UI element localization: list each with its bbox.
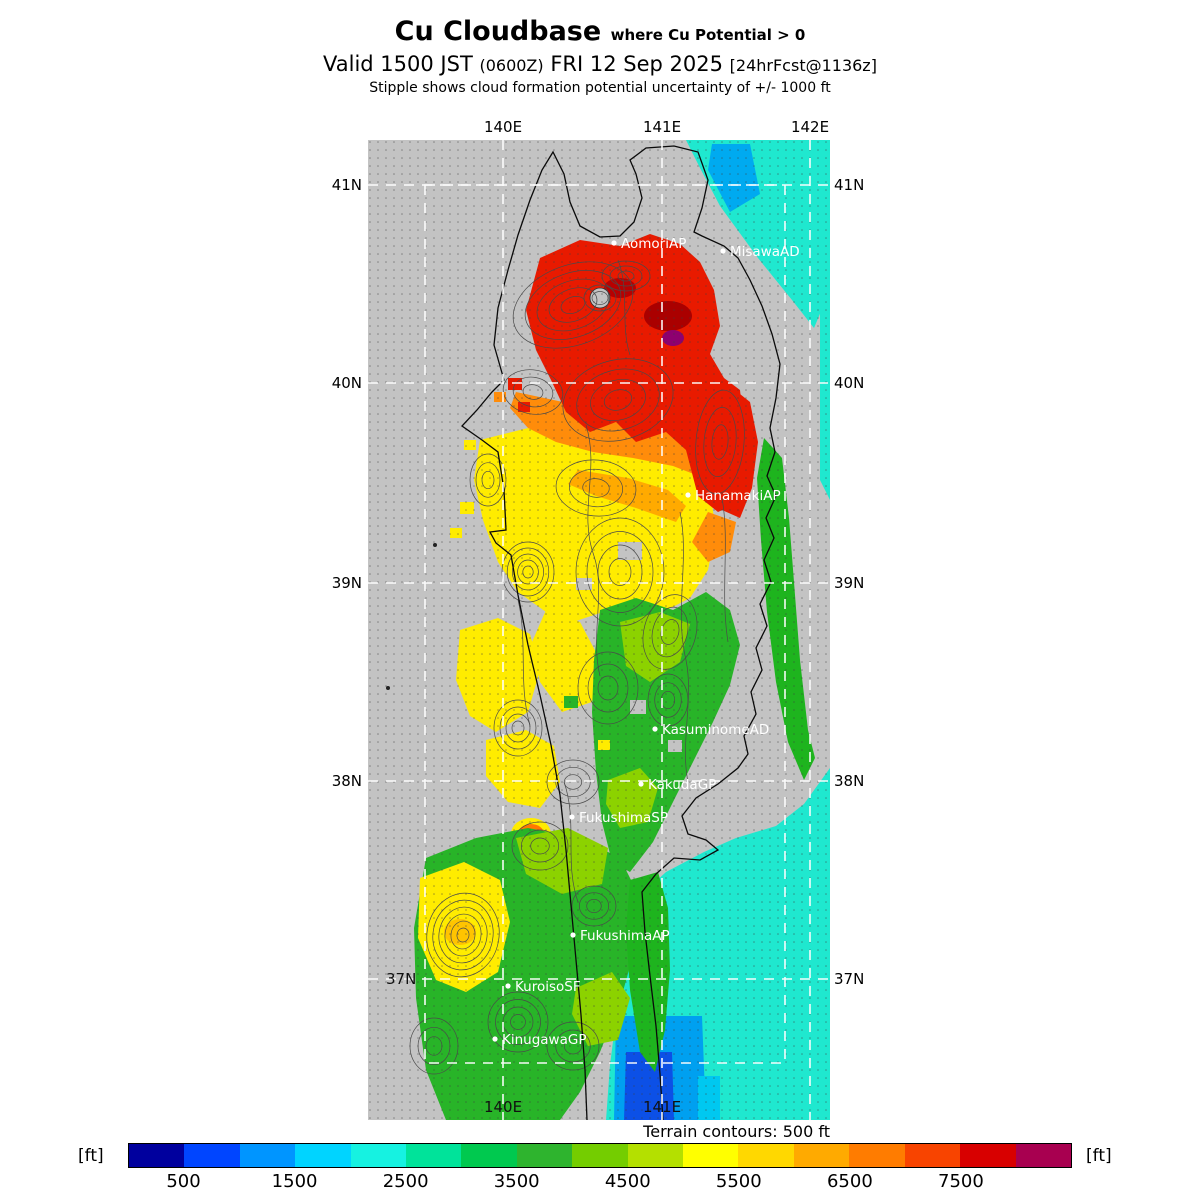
station-MisawaAD: MisawaAD bbox=[720, 244, 800, 260]
valid-zulu: (0600Z) bbox=[479, 56, 544, 76]
stipple-overlay bbox=[368, 140, 830, 1120]
colorbar-segment-5 bbox=[406, 1144, 462, 1167]
colorbar-segment-14 bbox=[904, 1144, 961, 1167]
colorbar-segment-0 bbox=[129, 1144, 185, 1167]
lat-label-left-39N: 39N bbox=[331, 574, 362, 592]
colorbar-segment-12 bbox=[793, 1144, 850, 1167]
lat-label-right-39N: 39N bbox=[834, 574, 865, 592]
lat-label-inside-37N: 37N bbox=[386, 970, 416, 988]
lat-label-left-38N: 38N bbox=[331, 772, 362, 790]
station-label: KuroisoSF bbox=[515, 979, 581, 995]
colorbar-segment-6 bbox=[461, 1144, 517, 1167]
valid-date: FRI 12 Sep 2025 bbox=[550, 52, 723, 77]
colorbar-segment-11 bbox=[738, 1144, 794, 1167]
lat-label-right-41N: 41N bbox=[834, 176, 865, 194]
stipple-note: Stipple shows cloud formation potential … bbox=[369, 80, 831, 97]
colorbar-unit-right: [ft] bbox=[1086, 1146, 1112, 1166]
station-label: FukushimaSP bbox=[579, 810, 668, 826]
colorbar-segment-15 bbox=[960, 1144, 1016, 1167]
page-title: Cu Cloudbase where Cu Potential > 0 bbox=[0, 16, 1200, 47]
colorbar-segment-2 bbox=[239, 1144, 296, 1167]
station-FukushimaAP: FukushimaAP bbox=[570, 928, 670, 944]
lat-label-left-40N: 40N bbox=[331, 374, 362, 392]
colorbar-segment-8 bbox=[572, 1144, 628, 1167]
colorbar-segment-3 bbox=[295, 1144, 351, 1167]
station-label: FukushimaAP bbox=[580, 928, 670, 944]
domain-boundary-box bbox=[424, 184, 786, 1064]
valid-time-line: Valid 1500 JST (0600Z) FRI 12 Sep 2025 [… bbox=[0, 52, 1200, 76]
lon-label-bottom-141E: 141E bbox=[643, 1098, 681, 1116]
graticule-layer bbox=[368, 140, 830, 1120]
title-condition: where Cu Potential > 0 bbox=[610, 26, 806, 44]
colorbar-unit-left: [ft] bbox=[78, 1146, 104, 1166]
title-main: Cu Cloudbase bbox=[394, 16, 602, 47]
lon-label-bottom-140E: 140E bbox=[484, 1098, 522, 1116]
colorbar-tick-1500: 1500 bbox=[271, 1171, 318, 1192]
colorbar-segment-9 bbox=[627, 1144, 684, 1167]
station-label: KakudaGP bbox=[648, 777, 716, 793]
colorbar-segment-1 bbox=[184, 1144, 240, 1167]
map-panel: AomoriAP MisawaAD HanamakiAP KasuminomeAD Ka… bbox=[368, 140, 830, 1121]
coastline bbox=[386, 145, 781, 1121]
inner-map-labels: 140E 141E 37N bbox=[386, 970, 681, 1116]
colorbar-tick-4500: 4500 bbox=[604, 1171, 651, 1192]
colorbar-tick-5500: 5500 bbox=[715, 1171, 762, 1192]
colorbar-tick-2500: 2500 bbox=[382, 1171, 429, 1192]
station-layer: AomoriAP MisawaAD HanamakiAP KasuminomeAD Ka… bbox=[492, 236, 800, 1048]
title-block: Cu Cloudbase where Cu Potential > 0 Vali… bbox=[0, 16, 1200, 96]
station-label: KinugawaGP bbox=[502, 1032, 586, 1048]
colorbar-segment-16 bbox=[1015, 1144, 1071, 1167]
station-label: AomoriAP bbox=[621, 236, 686, 252]
colorbar-tick-3500: 3500 bbox=[493, 1171, 540, 1192]
colorbar-segment-13 bbox=[849, 1144, 905, 1167]
colorbar-tick-6500: 6500 bbox=[826, 1171, 873, 1192]
cloudbase-colorbar bbox=[128, 1143, 1072, 1168]
station-KasuminomeAD: KasuminomeAD bbox=[652, 722, 769, 738]
valid-prefix: Valid 1500 JST bbox=[323, 52, 473, 77]
lon-label-top-140E: 140E bbox=[483, 118, 523, 136]
station-label: MisawaAD bbox=[730, 244, 800, 260]
lon-label-top-141E: 141E bbox=[642, 118, 682, 136]
forecast-lead: [24hrFcst@1136z] bbox=[729, 56, 877, 76]
station-AomoriAP: AomoriAP bbox=[611, 236, 686, 252]
lon-label-top-142E: 142E bbox=[790, 118, 830, 136]
lat-label-right-38N: 38N bbox=[834, 772, 865, 790]
station-KuroisoSF: KuroisoSF bbox=[505, 979, 581, 995]
colorbar-tick-500: 500 bbox=[166, 1171, 201, 1192]
lat-label-right-40N: 40N bbox=[834, 374, 865, 392]
colorbar-tick-7500: 7500 bbox=[938, 1171, 984, 1192]
terrain-contour-layer bbox=[409, 259, 745, 1075]
colorbar-segment-4 bbox=[350, 1144, 407, 1167]
colorbar-segment-7 bbox=[516, 1144, 573, 1167]
station-KakudaGP: KakudaGP bbox=[638, 777, 716, 793]
station-label: HanamakiAP bbox=[695, 488, 781, 504]
station-label: KasuminomeAD bbox=[662, 722, 769, 738]
station-HanamakiAP: HanamakiAP bbox=[685, 488, 781, 504]
forecast-map: AomoriAP MisawaAD HanamakiAP KasuminomeAD Ka… bbox=[368, 140, 830, 1121]
lat-label-left-41N: 41N bbox=[331, 176, 362, 194]
terrain-contours-note: Terrain contours: 500 ft bbox=[643, 1122, 830, 1141]
station-FukushimaSP: FukushimaSP bbox=[569, 810, 668, 826]
station-KinugawaGP: KinugawaGP bbox=[492, 1032, 586, 1048]
lat-label-right-37N: 37N bbox=[834, 970, 865, 988]
colorbar-segment-10 bbox=[683, 1144, 739, 1167]
